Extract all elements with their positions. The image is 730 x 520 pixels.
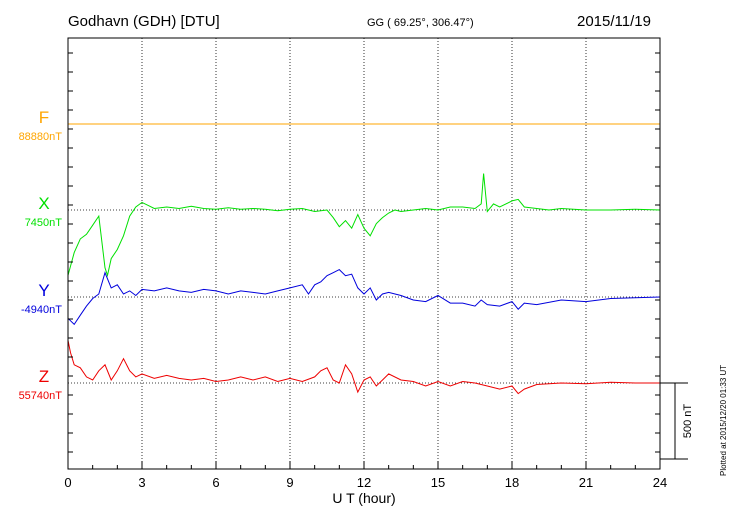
series-name-y: Y <box>38 281 49 300</box>
series-name-z: Z <box>39 367 49 386</box>
baseline-value-y: -4940nT <box>21 304 62 316</box>
plotted-timestamp: Plotted at 2015/12/20 01:33 UT <box>719 364 728 476</box>
x-tick-label: 9 <box>286 475 293 490</box>
x-tick-label: 18 <box>505 475 519 490</box>
x-tick-label: 21 <box>579 475 593 490</box>
scale-bar-label: 500 nT <box>682 404 694 439</box>
x-axis-title: U T (hour) <box>332 490 395 506</box>
baseline-value-z: 55740nT <box>19 390 63 402</box>
time-grid <box>141 38 587 469</box>
baseline-value-x: 7450nT <box>25 217 63 229</box>
x-tick-label: 6 <box>212 475 219 490</box>
traces <box>67 123 661 395</box>
station-title: Godhavn (GDH) [DTU] <box>68 13 220 30</box>
x-tick-label: 3 <box>138 475 145 490</box>
scale-bar: 500 nT <box>660 382 694 460</box>
series-labels: F 88880nT X 7450nT Y -4940nT Z 55740nT <box>19 108 63 402</box>
x-tick-label: 15 <box>431 475 445 490</box>
x-tick-label: 24 <box>653 475 667 490</box>
trace-z <box>67 340 660 395</box>
x-tick-label: 12 <box>357 475 371 490</box>
baseline-value-f: 88880nT <box>19 131 63 143</box>
trace-x <box>67 173 661 278</box>
x-tick-label: 0 <box>64 475 71 490</box>
coordinates-label: GG ( 69.25°, 306.47°) <box>367 17 474 29</box>
y-tick-marks <box>68 52 660 453</box>
trace-y <box>67 268 661 326</box>
series-name-x: X <box>38 194 49 213</box>
date-label: 2015/11/19 <box>577 13 651 30</box>
series-name-f: F <box>39 108 49 127</box>
x-axis-ticks: 0 3 6 9 12 15 18 21 24 <box>64 461 667 490</box>
